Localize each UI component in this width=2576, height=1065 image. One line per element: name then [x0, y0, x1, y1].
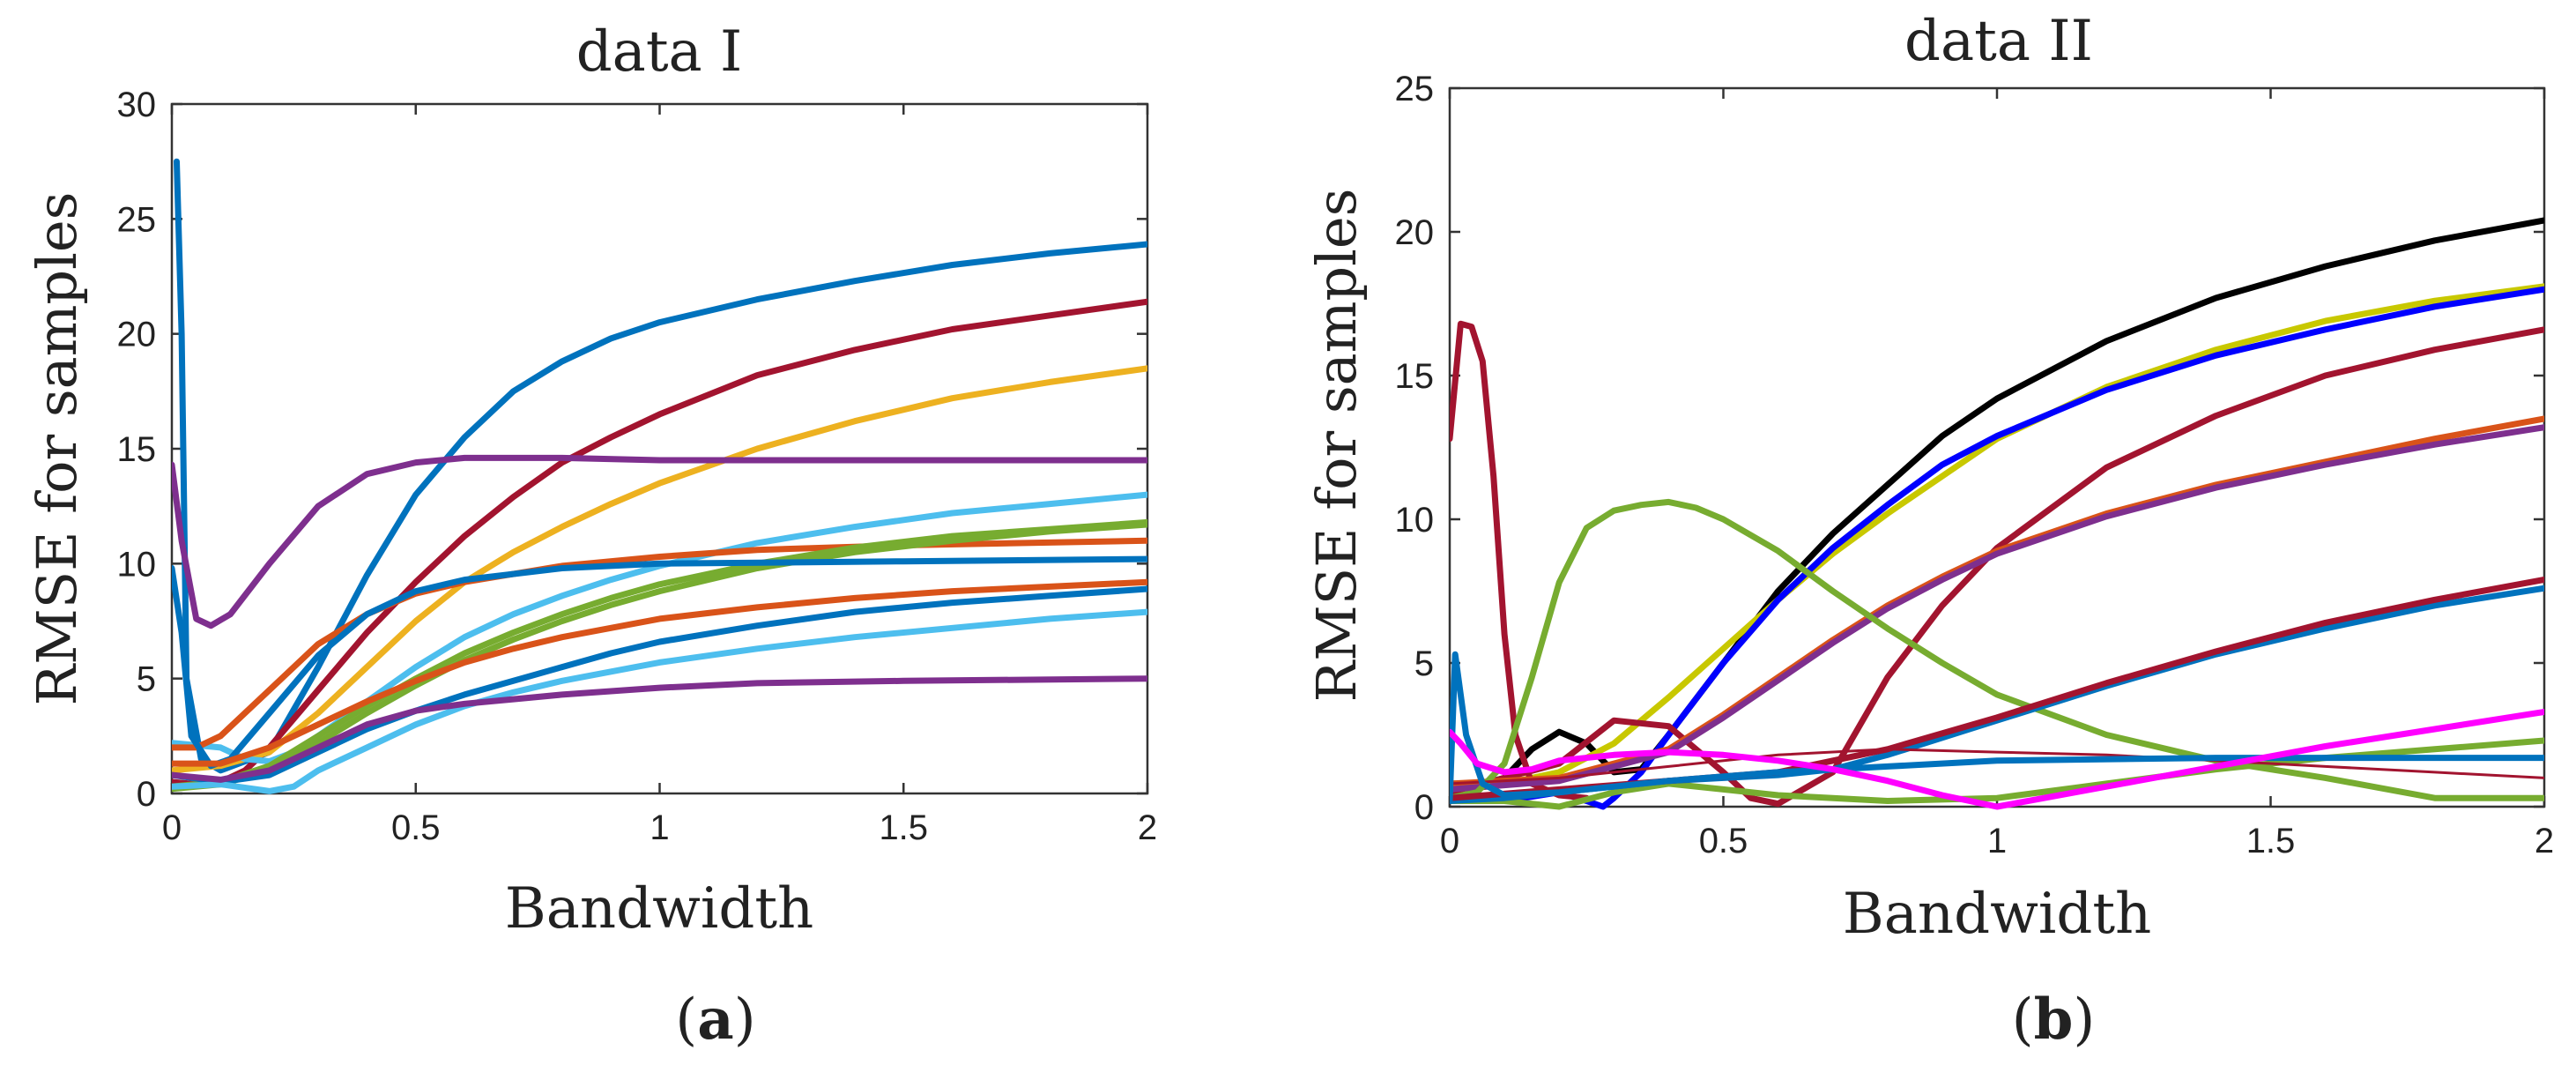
series-line-cyan-1 [172, 491, 1147, 764]
y-axis-label: RMSE for samples [1304, 189, 1369, 703]
series-line-blue-3 [172, 585, 1147, 786]
y-tick-label: 15 [1395, 357, 1435, 396]
y-tick-label: 20 [117, 316, 157, 354]
chart-title: data II [1904, 9, 2093, 74]
y-tick-label: 20 [1395, 213, 1435, 252]
x-tick-label: 1.5 [879, 808, 928, 847]
series-line-magenta [1450, 708, 2544, 810]
x-axis-label: Bandwidth [505, 876, 814, 942]
series-line-blue-1 [174, 158, 1147, 774]
series-lines [172, 158, 1147, 794]
y-tick-label: 25 [117, 200, 157, 239]
caption-close: ) [2073, 987, 2095, 1053]
x-tick-label: 1.5 [2246, 822, 2296, 860]
x-tick-label: 0.5 [391, 808, 441, 847]
series-line-orange-2 [172, 578, 1147, 767]
x-tick-label: 2 [2535, 822, 2554, 860]
caption-letter: a [697, 987, 733, 1053]
x-tick-label: 1 [650, 808, 669, 847]
y-tick-label: 5 [137, 660, 156, 699]
series-line-green-1 [172, 518, 1147, 790]
series-line-purple-2 [172, 675, 1147, 783]
panel-caption: (b) [2012, 987, 2096, 1053]
y-tick-label: 5 [1414, 644, 1434, 683]
series-line-red-thin [1450, 748, 2544, 786]
x-tick-label: 0.5 [1699, 822, 1748, 860]
y-tick-label: 30 [117, 86, 157, 124]
y-tick-label: 25 [1395, 70, 1435, 108]
series-line-green-1 [1450, 498, 2544, 801]
y-tick-label: 10 [117, 545, 157, 584]
y-tick-label: 10 [1395, 501, 1435, 540]
series-line-black [1450, 217, 2544, 796]
x-tick-label: 2 [1138, 808, 1157, 847]
series-line-red-2 [1450, 326, 2544, 808]
series-line-purple-1 [172, 454, 1147, 629]
chart-title: data I [576, 19, 743, 85]
series-line-blue-2 [172, 555, 1147, 770]
y-tick-label: 0 [137, 775, 156, 814]
series-lines [1450, 217, 2544, 810]
caption-open: ( [2012, 987, 2034, 1053]
caption-close: ) [734, 987, 756, 1053]
caption-open: ( [675, 987, 697, 1053]
x-tick-label: 0 [1440, 822, 1459, 860]
series-line-yellow [172, 365, 1147, 774]
series-line-purple [1450, 424, 2544, 793]
y-axis-label: RMSE for samples [25, 192, 89, 706]
series-line-orange [1450, 415, 2544, 787]
x-axis-label: Bandwidth [1843, 882, 2152, 947]
x-tick-label: 0 [162, 808, 182, 847]
y-tick-label: 0 [1414, 788, 1434, 827]
caption-letter: b [2034, 987, 2074, 1053]
x-tick-label: 1 [1987, 822, 2007, 860]
series-line-blue-flat [1450, 651, 2544, 804]
y-tick-label: 15 [117, 430, 157, 469]
panel-caption: (a) [675, 987, 755, 1053]
